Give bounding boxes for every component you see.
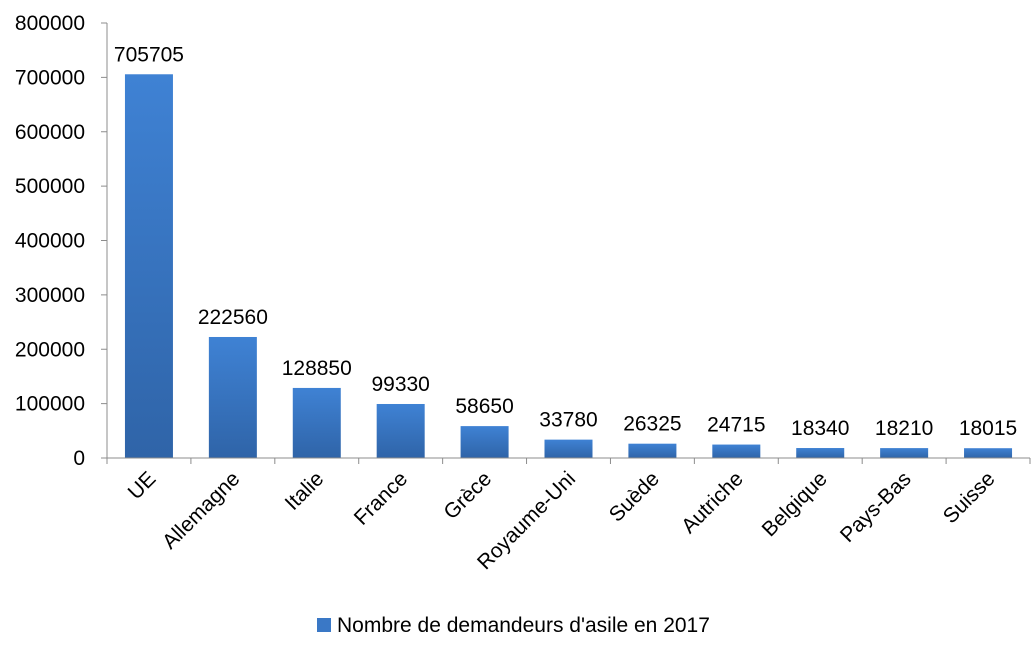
bar [460,426,509,458]
bar [124,74,173,459]
bar [880,448,929,458]
legend-label: Nombre de demandeurs d'asile en 2017 [337,614,710,637]
data-label: 24715 [707,414,765,437]
data-label: 705705 [114,43,184,66]
y-tick-label: 200000 [15,338,85,361]
bar [376,403,425,458]
y-tick-label: 0 [73,447,85,470]
data-label: 33780 [539,409,597,432]
y-tick-label: 600000 [15,121,85,144]
bar [964,448,1013,458]
x-tick-label: UE [124,467,161,504]
legend: Nombre de demandeurs d'asile en 2017 [317,614,710,637]
bar [796,448,845,458]
x-tick-label: Autriche [677,467,748,538]
data-label: 18015 [959,417,1017,440]
x-tick-label: Belgique [758,467,832,541]
bar [712,444,761,458]
y-tick-label: 500000 [15,175,85,198]
data-label: 222560 [198,306,268,329]
x-tick-label: France [350,467,412,529]
x-tick-label: Grèce [439,467,496,524]
x-tick-label: Pays-Bas [836,467,916,547]
bar [544,439,593,458]
y-tick-label: 400000 [15,230,85,253]
x-tick-label: Allemagne [158,467,244,553]
x-tick-label: Suisse [939,467,1000,528]
legend-swatch [317,618,331,632]
y-tick-label: 700000 [15,66,85,89]
data-label: 99330 [371,373,429,396]
bar [208,336,257,458]
data-label: 18210 [875,417,933,440]
data-label: 18340 [791,417,849,440]
data-label: 58650 [455,395,513,418]
data-label: 128850 [282,357,352,380]
y-tick-label: 800000 [15,12,85,35]
bar [292,387,341,458]
bars: 705705 222560 128850 99330 58650 33780 26325 24… [114,43,1017,459]
x-tick-label: Italie [281,467,329,515]
bar [628,443,677,458]
data-label: 26325 [623,413,681,436]
y-axis: 0 100000 200000 300000 400000 500000 600000 700… [15,12,108,470]
x-tick-label: Suède [605,467,664,526]
y-tick-label: 300000 [15,284,85,307]
y-tick-label: 100000 [15,393,85,416]
